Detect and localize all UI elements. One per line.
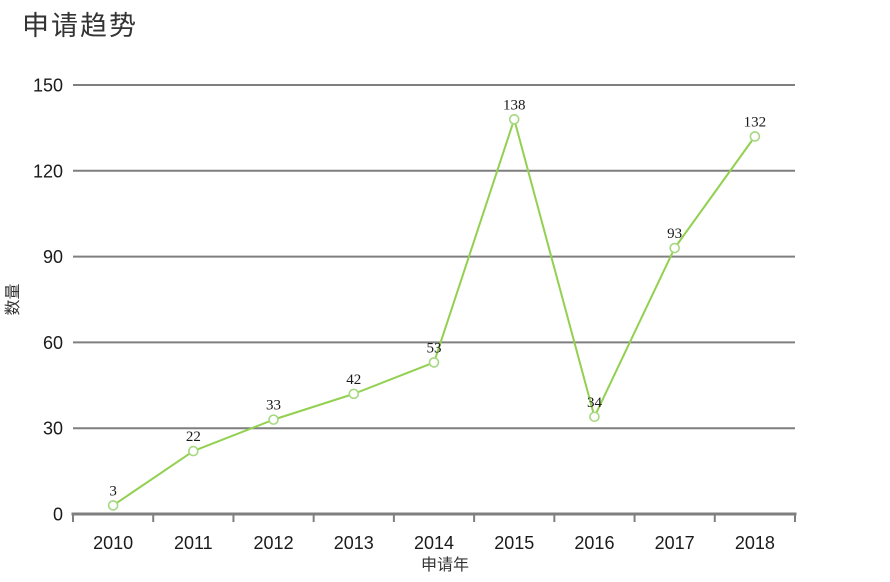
y-tick-label-60: 60 [43,333,63,353]
x-tick-label-2014: 2014 [414,533,454,553]
x-tick-label-2015: 2015 [494,533,534,553]
data-point-label: 3 [109,483,117,499]
data-point-marker [669,242,680,254]
x-tick-label-2013: 2013 [334,533,374,553]
data-point-marker [749,131,761,142]
data-point-label: 132 [744,114,767,130]
y-tick-label-120: 120 [33,161,63,181]
y-tick-label-0: 0 [53,505,63,525]
data-point-label: 42 [346,372,361,388]
x-axis-title: 申请年 [421,556,469,574]
data-point-label: 138 [503,97,526,113]
data-point-marker [589,411,600,423]
data-point-marker [428,357,440,368]
data-point-label: 33 [266,398,281,414]
data-point-marker [107,500,119,511]
x-tick-label-2010: 2010 [93,533,133,553]
data-point-label: 93 [667,226,682,242]
data-point-label: 34 [587,395,603,411]
data-point-label: 22 [186,429,201,445]
series-line [112,118,756,507]
data-point-label: 53 [427,340,442,356]
x-tick-label-2018: 2018 [735,533,775,553]
x-tick-label-2011: 2011 [174,533,213,553]
y-axis-title: 数量 [4,283,22,315]
x-tick-label-2016: 2016 [574,533,614,553]
data-point-marker [508,114,520,125]
x-tick-label-2017: 2017 [655,533,695,553]
y-tick-label-90: 90 [43,247,63,267]
x-tick-label-2012: 2012 [254,533,294,553]
y-tick-label-150: 150 [33,76,63,96]
data-point-marker [348,388,360,400]
data-point-marker [188,445,199,457]
chart-title: 申请趋势 [22,11,138,41]
data-point-marker [268,414,279,425]
y-tick-label-30: 30 [43,419,63,439]
